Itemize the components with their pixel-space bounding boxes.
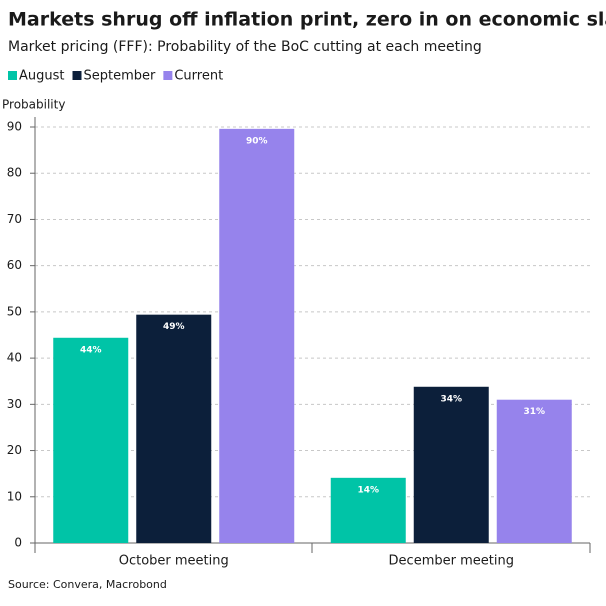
y-tick-label: 0 (14, 536, 22, 550)
y-tick-label: 70 (7, 212, 22, 226)
value-label: 31% (523, 407, 545, 417)
value-label: 14% (357, 485, 379, 495)
y-tick-label: 80 (7, 166, 22, 180)
y-tick-label: 20 (7, 443, 22, 457)
bar (496, 399, 572, 543)
bar (136, 314, 212, 543)
y-tick-label: 40 (7, 351, 22, 365)
chart-title: Markets shrug off inflation print, zero … (8, 9, 606, 31)
legend-label: Current (174, 69, 223, 84)
y-tick-label: 50 (7, 304, 22, 318)
value-label: 34% (440, 394, 462, 404)
chart-subtitle: Market pricing (FFF): Probability of the… (8, 39, 482, 55)
y-tick-label: 10 (7, 489, 22, 503)
legend-swatch (72, 71, 82, 80)
y-axis-label: Probability (2, 98, 65, 112)
bar (53, 337, 129, 543)
bar (219, 128, 295, 544)
value-label: 90% (246, 136, 268, 146)
y-tick-label: 30 (7, 397, 22, 411)
value-label: 49% (163, 322, 185, 332)
legend-label: September (84, 69, 157, 84)
legend-swatch (163, 71, 173, 80)
x-tick-label: October meeting (119, 554, 229, 569)
y-tick-label: 60 (7, 258, 22, 272)
bar (413, 386, 489, 543)
legend-label: August (19, 69, 65, 84)
source: Source: Convera, Macrobond (8, 578, 167, 591)
value-label: 44% (80, 345, 102, 355)
y-tick-label: 90 (7, 120, 22, 134)
bar (330, 477, 406, 543)
x-tick-label: December meeting (389, 554, 514, 569)
legend-swatch (8, 71, 17, 80)
